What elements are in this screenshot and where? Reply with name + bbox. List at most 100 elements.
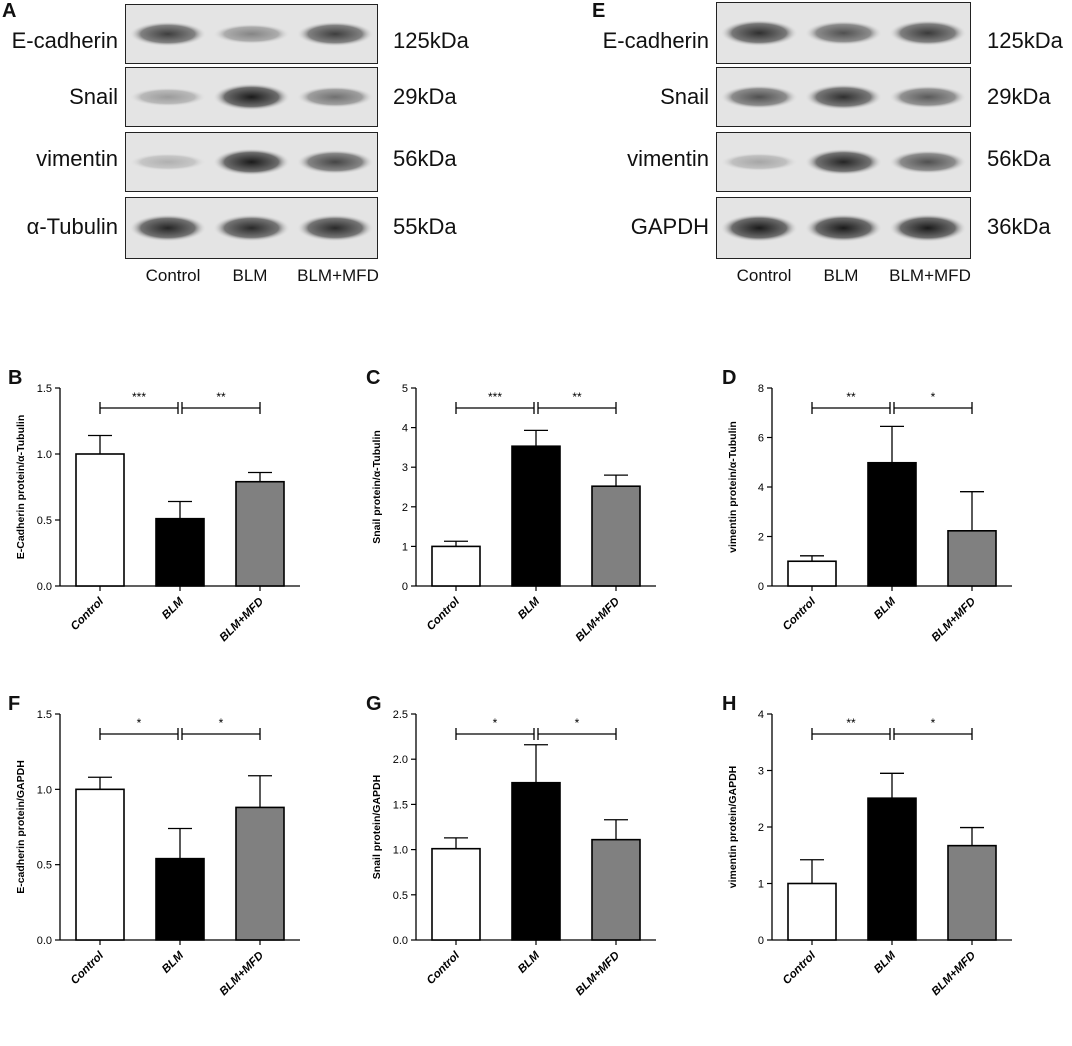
- y-tick-label: 0.0: [37, 581, 52, 593]
- significance-bracket: *: [99, 716, 179, 740]
- panel-letter-e: E: [592, 0, 606, 22]
- blot-band--tubulin-lane-1: [129, 214, 207, 242]
- blot-band-snail-lane-3: [889, 85, 967, 109]
- bar-control: [75, 453, 125, 587]
- bar-blm: [155, 517, 205, 587]
- blot-a-lane-control: Control: [145, 266, 201, 285]
- blot-band-gapdh-lane-3: [889, 213, 967, 243]
- y-tick-label: 0.0: [393, 935, 408, 947]
- panel-letter-g: G: [366, 693, 382, 715]
- panel-letter-c: C: [366, 367, 381, 389]
- x-tick-label: BLM: [160, 595, 186, 621]
- bar-chart-g: 0.0 0.5 1.0 1.5 2.0 2.5 Snail protein/GAPDH Con…: [371, 709, 656, 998]
- blot-a-lane-blm: BLM: [232, 266, 268, 285]
- x-tick-label: Control: [781, 595, 819, 633]
- panel-letter-f: F: [8, 693, 21, 715]
- y-axis-title: Snail protein/α-Tubulin: [371, 430, 383, 544]
- y-tick-label: 3: [758, 766, 764, 778]
- y-tick-label: 4: [758, 482, 764, 494]
- significance-bracket: **: [811, 716, 891, 740]
- blot-e-label-snail: Snail: [660, 84, 709, 109]
- x-tick-label: BLM+MFD: [930, 950, 978, 998]
- x-tick-label: BLM+MFD: [930, 596, 978, 644]
- western-blot-e: E-cadherin Snail vimentin GAPDH 125kDa 2…: [0, 0, 1072, 300]
- y-tick-label: 1: [758, 879, 764, 891]
- panel-letter-d: D: [722, 367, 737, 389]
- blot-band-vimentin-lane-3: [296, 149, 374, 175]
- blot-band-e-cadherin-lane-3: [889, 20, 967, 46]
- y-axis: 0 1 2 3 4: [758, 709, 773, 947]
- blot-a-label-tubulin: α-Tubulin: [26, 214, 118, 239]
- western-blot-a: E-cadherin Snail vimentin α-Tubulin 125k…: [0, 0, 560, 300]
- significance-bracket: *: [893, 716, 973, 740]
- x-tick-label: BLM+MFD: [574, 596, 622, 644]
- x-tick-label: BLM+MFD: [218, 950, 266, 998]
- blot-band-vimentin-lane-1: [129, 153, 207, 171]
- blot-band-gapdh-lane-2: [804, 213, 883, 243]
- y-tick-label: 0.5: [37, 515, 52, 527]
- x-tick-label: BLM: [872, 949, 898, 975]
- blot-a-kda-snail: 29kDa: [393, 84, 457, 109]
- x-tick-label: BLM+MFD: [574, 950, 622, 998]
- y-tick-label: 5: [402, 383, 408, 395]
- blot-a-strip-tubulin: [125, 197, 378, 259]
- y-tick-label: 2: [758, 822, 764, 834]
- panel-letter-a: A: [2, 0, 17, 22]
- significance-bracket: *: [537, 716, 617, 740]
- blot-e-strip-ecadherin: [716, 2, 971, 64]
- x-tick-label: Control: [781, 949, 819, 987]
- y-tick-label: 1.0: [37, 784, 52, 796]
- bar-blm-mfd: [591, 838, 641, 941]
- blot-band-vimentin-lane-1: [720, 152, 798, 172]
- blot-band-e-cadherin-lane-1: [720, 19, 798, 47]
- bar-blm: [511, 781, 561, 941]
- bar-blm-mfd: [591, 485, 641, 587]
- x-tick-label: BLM: [160, 949, 186, 975]
- y-tick-label: 6: [758, 433, 764, 445]
- blot-band-snail-lane-3: [296, 86, 374, 108]
- blot-band-e-cadherin-lane-2: [213, 23, 290, 45]
- bar-control: [431, 847, 481, 941]
- blot-band-e-cadherin-lane-1: [129, 21, 207, 47]
- blot-e-lane-blm: BLM: [823, 266, 859, 285]
- y-tick-label: 0.0: [37, 935, 52, 947]
- blot-e-lane-blm-mfd: BLM+MFD: [889, 266, 971, 285]
- blot-e-strip-gapdh: [716, 197, 971, 259]
- y-tick-label: 8: [758, 383, 764, 395]
- x-tick-label: BLM: [516, 595, 542, 621]
- significance-bracket: **: [181, 390, 261, 414]
- y-tick-label: 3: [402, 462, 408, 474]
- significance-bracket: ***: [455, 390, 535, 414]
- y-tick-label: 0: [402, 581, 408, 593]
- bar-blm: [867, 461, 917, 587]
- significance-label: *: [137, 716, 142, 730]
- blot-e-label-gapdh: GAPDH: [630, 214, 709, 239]
- panel-letter-b: B: [8, 367, 23, 389]
- blot-band-e-cadherin-lane-2: [804, 20, 883, 46]
- significance-label: *: [575, 716, 580, 730]
- y-tick-label: 1.5: [393, 799, 408, 811]
- bar-control: [787, 560, 837, 587]
- blot-e-strip-snail: [716, 67, 971, 127]
- y-axis-title: E-cadherin protein/GAPDH: [15, 760, 27, 894]
- x-tick-label: Control: [69, 595, 107, 633]
- y-tick-label: 1.5: [37, 383, 52, 395]
- blot-a-strip-snail: [125, 67, 378, 127]
- bar-control: [431, 545, 481, 587]
- significance-bracket: *: [455, 716, 535, 740]
- y-axis: 0.0 0.5 1.0 1.5: [37, 383, 61, 593]
- blot-band-vimentin-lane-3: [889, 150, 967, 174]
- significance-label: **: [846, 390, 856, 404]
- y-tick-label: 1.0: [393, 845, 408, 857]
- blot-band--tubulin-lane-3: [296, 214, 374, 242]
- bar-control: [787, 882, 837, 941]
- blot-band-e-cadherin-lane-3: [296, 21, 374, 47]
- significance-label: **: [572, 390, 582, 404]
- blot-e-kda-ecadherin: 125kDa: [987, 28, 1063, 53]
- blot-e-label-ecadherin: E-cadherin: [602, 28, 709, 53]
- x-tick-label: BLM+MFD: [218, 596, 266, 644]
- y-axis-title: E-Cadherin protein/α-Tubulin: [15, 415, 27, 560]
- blot-a-label-ecadherin: E-cadherin: [11, 28, 118, 53]
- x-tick-label: Control: [69, 949, 107, 987]
- significance-bracket: *: [893, 390, 973, 414]
